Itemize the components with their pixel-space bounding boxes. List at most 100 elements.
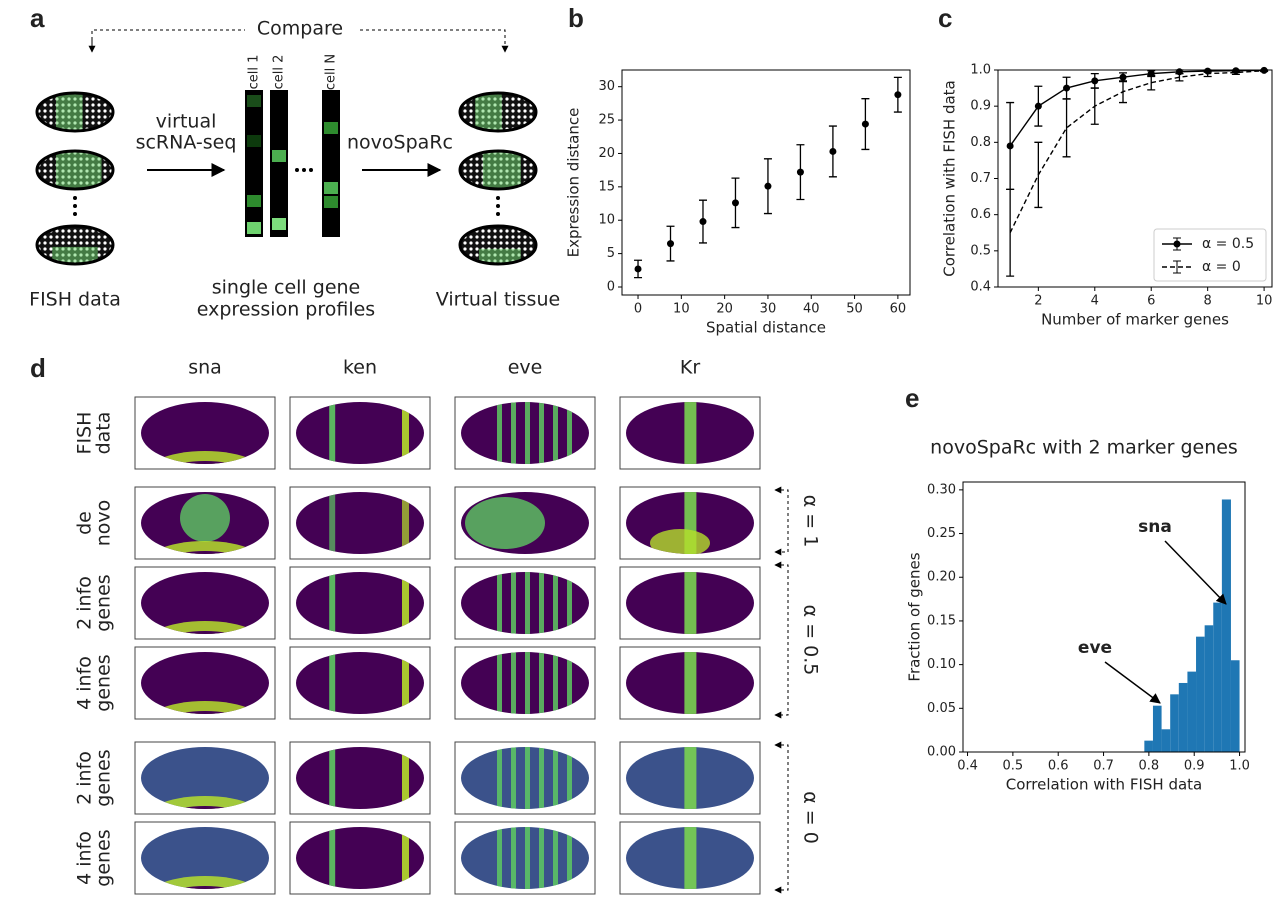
- point: [1091, 77, 1099, 85]
- stripe: [329, 747, 336, 809]
- gene-expression: [272, 218, 286, 230]
- point: [764, 182, 772, 190]
- row-label: 2 info: [74, 576, 96, 630]
- stripe: [525, 747, 530, 809]
- row-label: genes: [93, 829, 115, 886]
- y-tick-label: 0.4: [970, 280, 991, 295]
- bar: [1161, 729, 1171, 752]
- gene-expression: [324, 122, 338, 134]
- row-label: 4 info: [74, 656, 96, 710]
- y-tick-label: 0.00: [927, 745, 956, 760]
- y-axis-label: Correlation with FISH data: [941, 80, 959, 276]
- error-bar: [1231, 70, 1240, 75]
- stripe: [497, 402, 502, 464]
- embryo-image: [296, 402, 424, 464]
- y-tick-label: 10: [598, 213, 615, 228]
- legend-label: α = 0.5: [1202, 236, 1254, 252]
- gene-expression: [324, 196, 338, 208]
- x-tick-label: 0.7: [1093, 759, 1114, 774]
- embryo-image: [141, 827, 269, 889]
- x-tick-label: 2: [1034, 294, 1042, 309]
- plot-frame: [621, 69, 911, 296]
- annotation-arrow: [1104, 661, 1161, 704]
- embryo-outline: [458, 149, 538, 191]
- embryo-image: [461, 827, 589, 889]
- row-label: 4 info: [74, 831, 96, 885]
- x-tick-label: 0: [634, 302, 642, 317]
- stripe: [553, 652, 558, 714]
- bar: [1170, 694, 1179, 752]
- stripe: [329, 652, 336, 714]
- stripe: [497, 747, 502, 809]
- stripe: [567, 572, 572, 634]
- embryo-image: [461, 572, 589, 634]
- embryo-image: [626, 827, 754, 889]
- point: [829, 147, 837, 155]
- x-tick-label: 30: [760, 302, 777, 317]
- row-label: novo: [93, 500, 115, 547]
- bracket: [774, 741, 789, 894]
- ellipsis-dot: [302, 168, 306, 172]
- gene-label: sna: [188, 357, 222, 379]
- error-bar: [1006, 188, 1015, 277]
- ellipsis-dot: [73, 212, 77, 216]
- stripe: [525, 652, 530, 714]
- x-tick-label: 20: [716, 302, 733, 317]
- y-tick-label: 0.10: [927, 657, 956, 672]
- y-tick-label: 0.9: [970, 99, 991, 114]
- plot-frame: [997, 69, 1273, 288]
- cell-label: cell 1: [247, 55, 262, 90]
- stripe: [525, 572, 530, 634]
- embryo-outline: [35, 224, 115, 266]
- error-bar: [1203, 70, 1212, 78]
- point: [1063, 84, 1071, 92]
- caption: expression profiles: [197, 299, 375, 321]
- stripe: [539, 747, 544, 809]
- point: [667, 240, 675, 248]
- y-tick-label: 0.20: [927, 570, 956, 585]
- bar: [1152, 705, 1162, 752]
- expression-region: [56, 93, 83, 131]
- panel-label: e: [905, 383, 919, 413]
- x-axis-label: Spatial distance: [706, 319, 826, 337]
- chart-title: novoSpaRc with 2 marker genes: [930, 437, 1238, 459]
- stripe: [567, 747, 572, 809]
- error-bar: [1090, 87, 1099, 125]
- embryo-image: [626, 572, 754, 634]
- x-tick-label: 60: [890, 302, 907, 317]
- stripe: [553, 572, 558, 634]
- bar: [1204, 625, 1214, 752]
- bracket: [774, 486, 789, 556]
- x-tick-label: 0.6: [1048, 759, 1069, 774]
- embryo-image: [626, 402, 754, 464]
- bar: [1196, 636, 1205, 752]
- stripe: [511, 747, 516, 809]
- bar: [1230, 660, 1240, 752]
- stripe: [511, 652, 516, 714]
- alpha-label: α = 0.5: [800, 605, 822, 676]
- gene-expression: [247, 95, 261, 107]
- embryo-outline: [458, 91, 538, 133]
- x-tick-label: 6: [1147, 294, 1155, 309]
- panel-label: b: [568, 3, 584, 33]
- stripe: [539, 402, 544, 464]
- error-bar: [1034, 141, 1043, 209]
- series-line: [1009, 70, 1265, 234]
- alpha-label: α = 1: [800, 495, 822, 548]
- y-tick-label: 0.8: [970, 135, 991, 150]
- embryo-image: [141, 747, 269, 809]
- x-tick-label: 10: [673, 302, 690, 317]
- y-axis-label: Fraction of genes: [906, 552, 924, 681]
- embryo-image: [296, 572, 424, 634]
- y-tick-label: 0: [607, 279, 615, 294]
- step-label: virtual: [156, 111, 217, 133]
- x-tick-label: 4: [1091, 294, 1099, 309]
- panel-label: a: [30, 3, 45, 33]
- stripe: [329, 827, 336, 889]
- stripe: [684, 652, 697, 714]
- stripe: [402, 652, 409, 714]
- panel-label: c: [938, 3, 952, 33]
- embryo-image: [296, 827, 424, 889]
- gene-expression: [247, 222, 261, 234]
